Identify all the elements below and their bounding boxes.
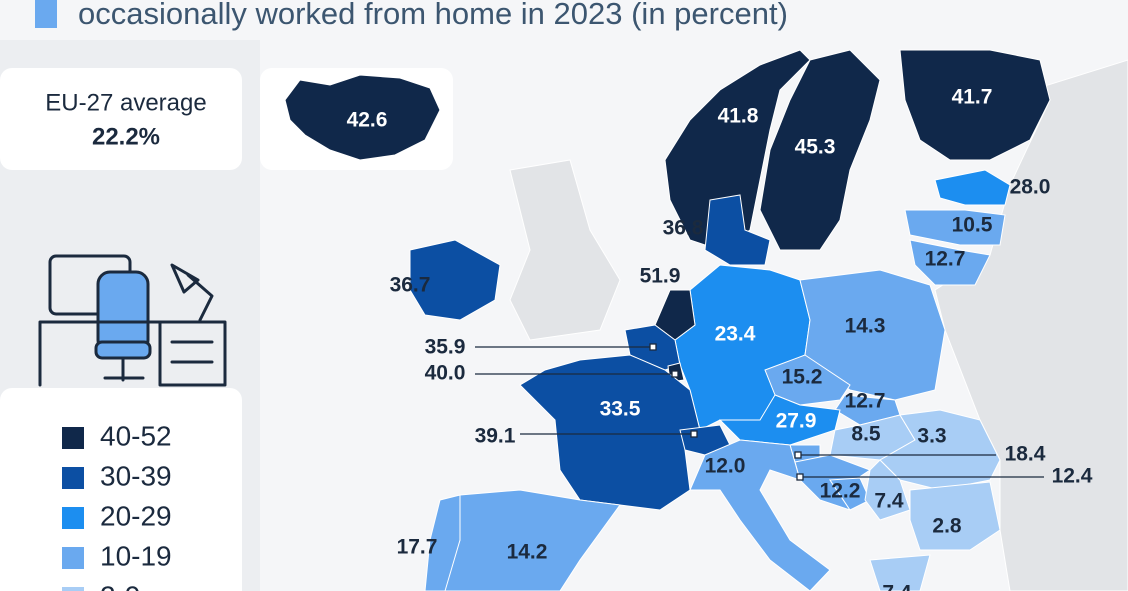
region-value: 39.1 xyxy=(475,425,516,448)
legend-label: 2-9 xyxy=(100,580,140,591)
legend-label: 20-29 xyxy=(100,500,172,531)
region-value: 45.3 xyxy=(795,136,836,159)
lithuania xyxy=(909,239,991,286)
region-value: 3.3 xyxy=(917,425,946,448)
region-value: 17.7 xyxy=(397,536,438,559)
region-value: 8.5 xyxy=(851,423,881,446)
leader-point xyxy=(796,473,804,481)
region-value: 36.7 xyxy=(390,274,431,297)
italy xyxy=(689,439,831,591)
region-value: 12.7 xyxy=(845,390,886,413)
average-box xyxy=(0,68,242,170)
legend-swatch xyxy=(62,587,84,591)
region-value: 41.8 xyxy=(718,105,759,128)
region-value: 42.6 xyxy=(347,109,388,132)
title: occasionally worked from home in 2023 (i… xyxy=(78,0,788,31)
region-value: 12.2 xyxy=(820,480,861,503)
title-swatch xyxy=(35,0,57,28)
legend-swatch xyxy=(62,467,84,489)
leader-point xyxy=(690,430,698,438)
iceland xyxy=(284,74,441,161)
region-value: 41.7 xyxy=(952,86,993,109)
average-value: 22.2% xyxy=(92,123,160,150)
region-value: 7.4 xyxy=(882,582,912,591)
greece xyxy=(869,554,931,591)
sweden xyxy=(759,49,881,251)
region-value: 14.2 xyxy=(507,541,548,564)
region-value: 10.5 xyxy=(952,214,993,237)
region-value: 15.2 xyxy=(782,366,823,389)
region-value: 7.4 xyxy=(874,490,904,513)
legend-label: 40-52 xyxy=(100,420,172,451)
bulgaria xyxy=(909,481,1001,551)
region-value: 2.8 xyxy=(932,515,962,538)
map-labels: 42.6 41.8 45.3 41.7 28.0 10.5 12.7 36.8 … xyxy=(347,86,1093,591)
region-value: 12.4 xyxy=(1052,465,1093,488)
portugal xyxy=(424,494,461,591)
legend-label: 30-39 xyxy=(100,460,172,491)
leader-lines xyxy=(475,343,1044,481)
region-value: 23.4 xyxy=(715,323,756,346)
map xyxy=(409,49,1128,591)
legend: 40-52 30-39 20-29 10-19 2-9 xyxy=(62,420,172,591)
region-value: 35.9 xyxy=(425,336,466,359)
leader-point xyxy=(649,343,657,351)
finland xyxy=(899,49,1051,161)
leader-point xyxy=(671,370,679,378)
latvia xyxy=(904,209,1006,246)
chair-back xyxy=(96,270,150,354)
leader-point xyxy=(794,451,802,459)
chair-seat xyxy=(94,340,152,360)
legend-box xyxy=(0,388,242,591)
region-value: 12.7 xyxy=(925,248,966,271)
region-value: 14.3 xyxy=(845,315,886,338)
legend-swatch xyxy=(62,547,84,569)
average-label: EU-27 average xyxy=(45,89,206,116)
uk-land xyxy=(509,159,621,341)
ireland xyxy=(409,239,501,321)
region-value: 12.0 xyxy=(705,455,746,478)
region-value: 28.0 xyxy=(1010,176,1051,199)
region-value: 40.0 xyxy=(425,362,466,385)
desk xyxy=(38,263,227,387)
region-value: 51.9 xyxy=(640,265,681,288)
region-value: 27.9 xyxy=(776,410,817,433)
desk-icon xyxy=(38,254,227,387)
legend-swatch xyxy=(62,427,84,449)
netherlands xyxy=(654,289,696,341)
legend-label: 10-19 xyxy=(100,540,172,571)
region-value: 33.5 xyxy=(600,398,641,421)
region-value: 18.4 xyxy=(1005,443,1046,466)
estonia xyxy=(934,169,1011,206)
legend-swatch xyxy=(62,507,84,529)
region-value: 36.8 xyxy=(663,217,704,240)
denmark xyxy=(704,194,771,266)
